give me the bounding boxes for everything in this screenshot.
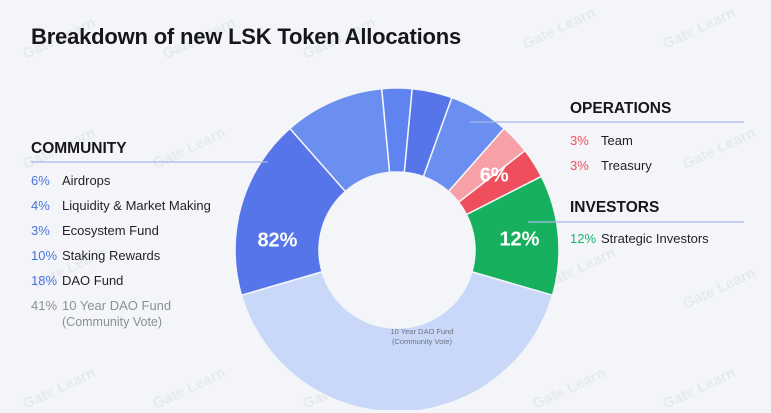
legend-pct: 10% — [31, 248, 58, 263]
donut-slice-10-year-dao-fund-community-vote — [240, 270, 554, 410]
legend-item-ecosystem: 3% Ecosystem Fund — [31, 223, 159, 238]
legend-sublabel: (Community Vote) — [62, 315, 163, 329]
legend-label: Airdrops — [62, 173, 111, 188]
legend-label: Liquidity & Market Making — [62, 198, 211, 213]
legend-item-liquidity: 4% Liquidity & Market Making — [31, 198, 211, 213]
chart-title: Breakdown of new LSK Token Allocations — [31, 24, 462, 49]
donut-slice-strategic-investors — [465, 175, 560, 297]
legend-header-operations: OPERATIONS — [570, 100, 672, 117]
legend-pct: 3% — [31, 223, 50, 238]
slice-inner-sublabel: (Community Vote) — [392, 337, 453, 346]
group-pct-label-investors: 12% — [499, 228, 539, 250]
legend-label: Staking Rewards — [62, 248, 161, 263]
slice-inner-label: 10 Year DAO Fund — [391, 327, 454, 336]
legend-pct: 12% — [570, 231, 597, 246]
legend-label: Strategic Investors — [601, 231, 709, 246]
legend-label: Team — [601, 133, 633, 148]
legend-item-treasury: 3% Treasury — [570, 158, 652, 173]
legend-pct: 3% — [570, 133, 589, 148]
legend-item-staking: 10% Staking Rewards — [31, 248, 160, 263]
group-pct-label-community: 82% — [257, 230, 297, 252]
legend-label: 10 Year DAO Fund — [62, 298, 172, 313]
legend-pct: 41% — [31, 298, 58, 313]
legend-pct: 18% — [31, 273, 58, 288]
group-pct-label-operations: 6% — [480, 165, 509, 187]
legend-pct: 3% — [570, 158, 589, 173]
legend-header-investors: INVESTORS — [570, 199, 660, 216]
legend-header-community: COMMUNITY — [31, 140, 127, 157]
legend-item-team: 3% Team — [570, 133, 633, 148]
legend-item-strategic: 12% Strategic Investors — [570, 231, 709, 246]
legend-label: DAO Fund — [62, 273, 124, 288]
legend-item-10yr-dao: 41% 10 Year DAO Fund (Community Vote) — [31, 298, 171, 329]
legend-pct: 6% — [31, 173, 50, 188]
legend-pct: 4% — [31, 198, 50, 213]
legend-label: Ecosystem Fund — [62, 223, 159, 238]
legend-label: Treasury — [601, 158, 652, 173]
legend-item-airdrops: 6% Airdrops — [31, 173, 110, 188]
legend-item-dao-fund: 18% DAO Fund — [31, 273, 123, 288]
donut-slice-dao-fund — [234, 127, 347, 297]
